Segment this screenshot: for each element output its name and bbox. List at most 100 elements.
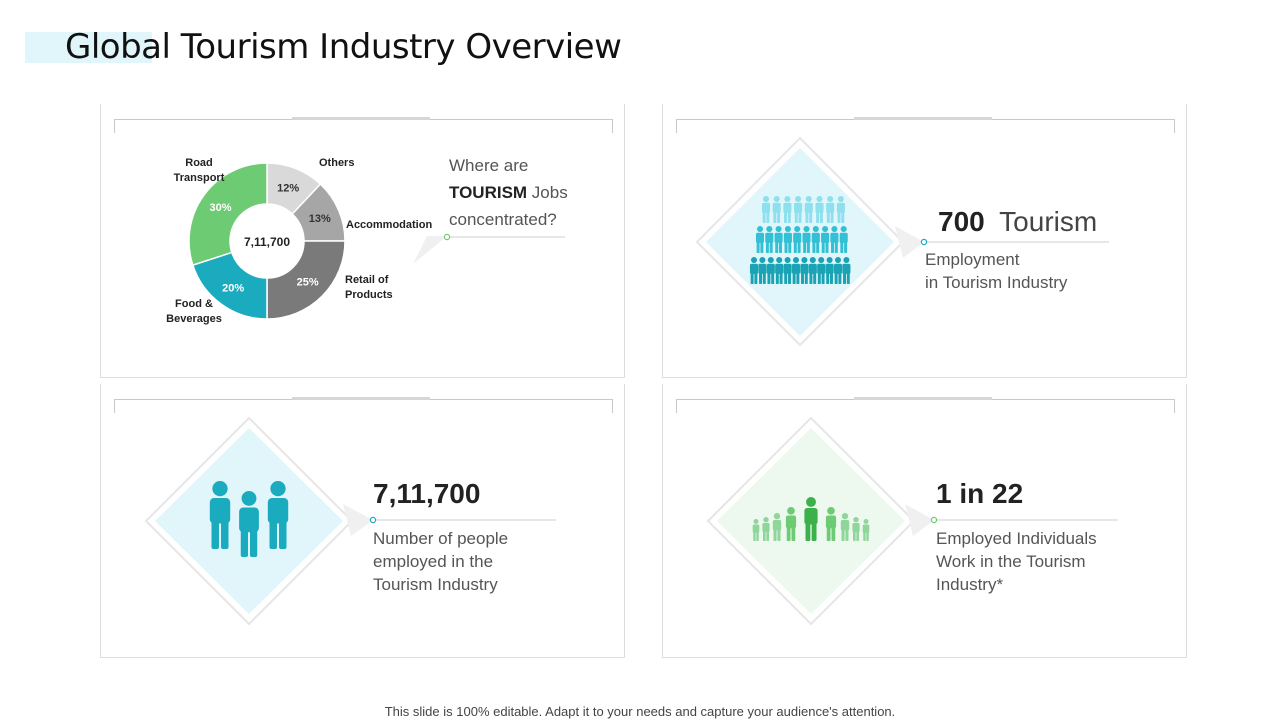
desc-line-3: Industry* [936, 575, 1004, 594]
people-description: Number of people employed in the Tourism… [373, 527, 573, 596]
crowd-person [793, 226, 802, 253]
crowd-person [804, 196, 813, 223]
desc-line-2: in Tourism Industry [925, 273, 1068, 292]
crowd-person [755, 226, 765, 253]
ratio-number: 1 in 22 [936, 478, 1024, 509]
desc-line-1: Employed Individuals [936, 529, 1097, 548]
crowd-person [749, 257, 759, 284]
group-person [785, 507, 797, 541]
panel-header-tab [854, 397, 992, 400]
donut-slice [266, 240, 346, 320]
crowd-person [836, 196, 845, 223]
employment-graphic [695, 136, 1109, 347]
crowd-person [775, 257, 784, 284]
slice-category-label: Retail of [345, 274, 389, 286]
donut-center-label: 7,11,700 [244, 235, 290, 249]
employment-headline: 700 Tourism [938, 206, 1097, 238]
group-person [772, 513, 782, 541]
employment-word: Tourism [999, 206, 1098, 237]
pointer-arrow [905, 504, 934, 536]
business-person [239, 491, 259, 557]
crowd-person [783, 196, 792, 223]
question-rest: Jobs [527, 183, 568, 202]
crowd-person [791, 257, 801, 284]
crowd-person [783, 226, 792, 253]
business-person [267, 481, 289, 549]
connector-dot [920, 238, 928, 246]
crowd-person [808, 257, 817, 284]
people-crowd-icon [749, 196, 851, 284]
crowd-person [758, 257, 767, 284]
slice-category-label: Food & [175, 298, 213, 310]
jobs-question: Where are TOURISM Jobs concentrated? [449, 152, 619, 233]
pointer-arrow [413, 236, 447, 264]
crowd-person [821, 226, 830, 253]
crowd-person [800, 257, 809, 284]
slice-category-label: Accommodation [346, 219, 432, 231]
crowd-person [815, 196, 824, 223]
slice-category-label: Products [345, 289, 393, 301]
group-person [862, 519, 870, 541]
desc-line-2: Work in the Tourism [936, 552, 1086, 571]
ratio-graphic [706, 416, 1118, 626]
page-title: Global Tourism Industry Overview [65, 27, 622, 67]
people-number: 7,11,700 [373, 478, 481, 509]
business-person [209, 481, 231, 549]
crowd-person [833, 257, 843, 284]
crowd-person [825, 257, 834, 284]
group-person [804, 497, 818, 541]
business-people-icon [209, 481, 289, 557]
pointer-arrow [895, 226, 924, 258]
slice-value-label: 13% [309, 213, 331, 225]
crowd-person [842, 257, 851, 284]
connector-dot [443, 233, 451, 241]
donut-chart: 12% 13% 25% 20% 30% Others Accommodation Retai… [166, 157, 565, 325]
people-group-icon [752, 497, 870, 541]
ratio-panel: 1 in 22 Employed Individuals Work in the… [662, 383, 1187, 658]
slice-category-label: Beverages [166, 313, 222, 325]
employment-panel: 700 Tourism Employment in Tourism Indust… [662, 103, 1187, 378]
crowd-person [772, 196, 781, 223]
slice-category-label: Road [185, 157, 213, 169]
slice-value-label: 30% [209, 202, 231, 214]
question-line-3: concentrated? [449, 210, 557, 229]
crowd-person [830, 226, 839, 253]
connector-dot [930, 516, 938, 524]
desc-line-1: Number of people [373, 529, 509, 548]
question-bold: TOURISM [449, 183, 528, 202]
crowd-person [761, 196, 771, 223]
crowd-person [783, 257, 792, 284]
crowd-person [839, 226, 848, 253]
crowd-person [811, 226, 820, 253]
group-person [852, 517, 860, 541]
crowd-person [802, 226, 811, 253]
crowd-person [774, 226, 783, 253]
employment-number: 700 [938, 206, 985, 237]
crowd-person [794, 196, 803, 223]
crowd-person [826, 196, 835, 223]
group-person [825, 507, 837, 541]
slice-value-label: 25% [297, 277, 319, 289]
question-line-1: Where are [449, 156, 529, 175]
group-person [762, 517, 770, 541]
slice-category-label: Transport [174, 172, 225, 184]
desc-line-1: Employment [925, 250, 1020, 269]
footer-note: This slide is 100% editable. Adapt it to… [384, 704, 896, 719]
connector-dot [369, 516, 377, 524]
panel-header-tab [292, 117, 430, 120]
people-employed-panel: 7,11,700 Number of people employed in th… [100, 383, 625, 658]
ratio-description: Employed Individuals Work in the Tourism… [936, 527, 1136, 596]
employment-description: Employment in Tourism Industry [925, 248, 1125, 294]
jobs-distribution-panel: 12% 13% 25% 20% 30% Others Accommodation Retai… [100, 103, 625, 378]
panel-header-tab [854, 117, 992, 120]
pointer-arrow [343, 504, 373, 536]
group-person [840, 513, 850, 541]
crowd-person [766, 257, 775, 284]
panel-header-tab [292, 397, 430, 400]
slice-value-label: 20% [222, 283, 244, 295]
slice-value-label: 12% [277, 183, 299, 195]
donut-slice [188, 162, 268, 267]
crowd-person [817, 257, 826, 284]
slice-category-label: Others [319, 157, 354, 169]
crowd-person [765, 226, 774, 253]
